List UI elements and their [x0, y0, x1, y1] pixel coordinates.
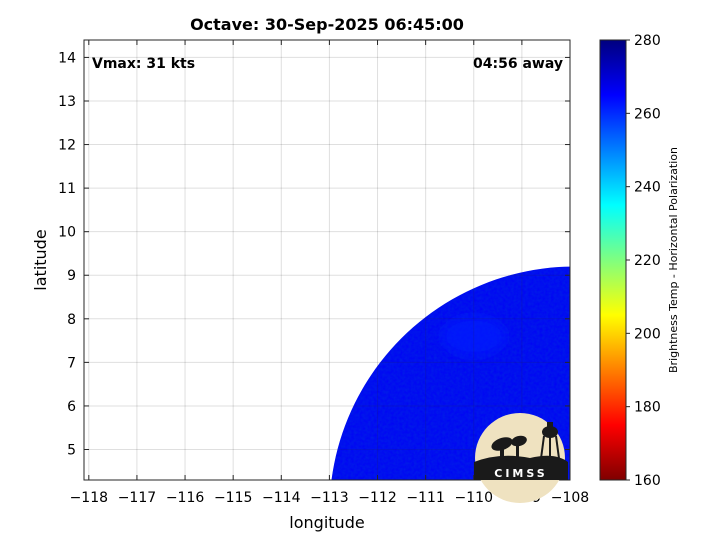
x-tick-label: −110 [455, 490, 493, 506]
colorbar-tick-label: 220 [634, 253, 661, 269]
x-tick-label: −117 [118, 490, 156, 506]
x-axis-label: longitude [289, 513, 364, 532]
logo-tower-icon [542, 426, 558, 438]
y-tick-label: 6 [67, 399, 76, 415]
x-tick-label: −114 [262, 490, 301, 506]
cimss-logo: CIMSS [474, 413, 568, 503]
colorbar-tick-label: 160 [634, 473, 661, 489]
colorbar-tick-label: 200 [634, 326, 661, 342]
y-tick-label: 8 [67, 312, 76, 328]
scan-gap-lower-left [84, 281, 258, 480]
y-tick-label: 14 [58, 50, 76, 66]
colorbar-tick-label: 180 [634, 400, 661, 416]
colorbar-tick-label: 280 [634, 33, 661, 49]
logo-text: CIMSS [494, 467, 547, 480]
y-axis-ticks: 5 6 7 8 9 10 11 12 13 14 [58, 50, 570, 459]
x-tick-label: −115 [214, 490, 252, 506]
x-tick-label: −118 [70, 490, 108, 506]
colorbar-tick-label: 260 [634, 106, 661, 122]
x-tick-label: −112 [358, 490, 396, 506]
y-tick-label: 7 [67, 355, 76, 371]
y-axis-label: latitude [31, 229, 50, 290]
colorbar-label: Brightness Temp - Horizontal Polarizatio… [667, 147, 680, 373]
colorbar [599, 39, 627, 481]
cold-cloud-feature [441, 316, 506, 357]
time-away-annotation: 04:56 away [473, 56, 563, 72]
x-tick-label: −108 [551, 490, 589, 506]
x-tick-label: −113 [310, 490, 348, 506]
chart-title: Octave: 30-Sep-2025 06:45:00 [190, 15, 464, 34]
y-tick-label: 12 [58, 138, 76, 154]
colorbar-tick-label: 240 [634, 180, 661, 196]
y-tick-label: 9 [67, 268, 76, 284]
y-tick-label: 5 [67, 443, 76, 459]
y-tick-label: 13 [58, 94, 76, 110]
y-tick-label: 10 [58, 225, 76, 241]
x-tick-label: −116 [166, 490, 205, 506]
axes-box [83, 39, 571, 481]
x-tick-label: −111 [406, 490, 444, 506]
y-tick-label: 11 [58, 181, 76, 197]
logo-dish-icon [491, 437, 513, 451]
colorbar-ticks: 160 180 200 220 240 260 280 [626, 33, 661, 489]
vmax-annotation: Vmax: 31 kts [92, 56, 195, 72]
